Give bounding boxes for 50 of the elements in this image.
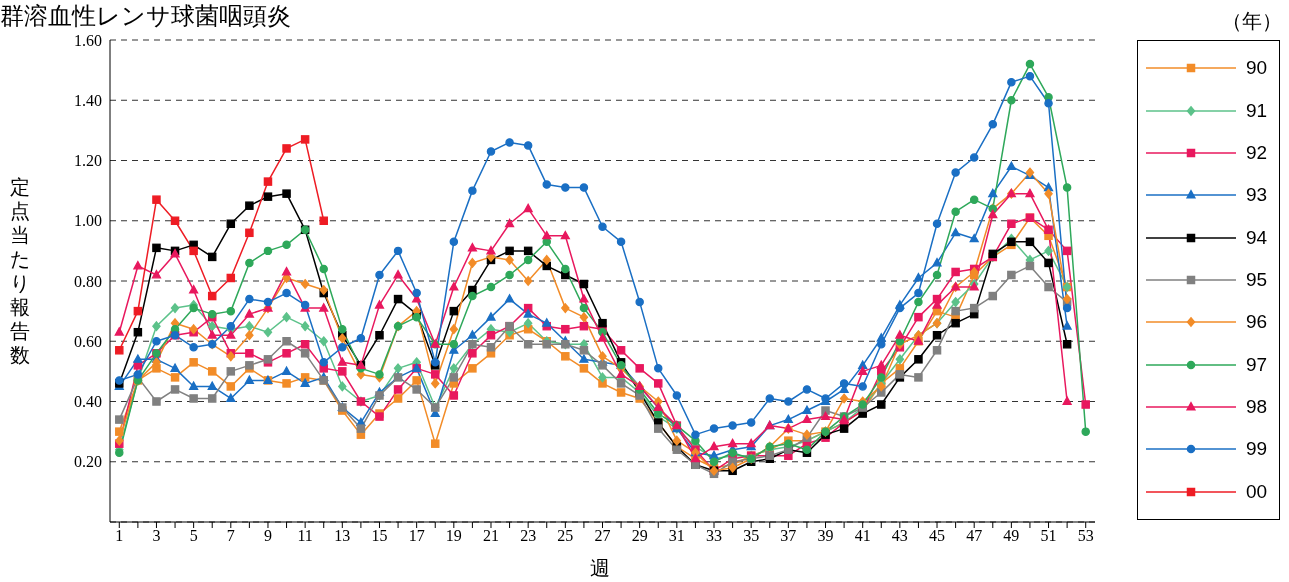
y-tick-label: 0.80 <box>74 272 102 290</box>
x-tick-label: 27 <box>594 527 611 545</box>
legend-label: 99 <box>1246 438 1268 461</box>
y-tick-label: 0.60 <box>74 332 102 350</box>
legend-label: 94 <box>1246 226 1268 249</box>
x-tick-label: 11 <box>297 527 313 545</box>
x-tick-label: 23 <box>520 527 537 545</box>
x-tick-label: 47 <box>966 527 983 545</box>
x-tick-label: 33 <box>706 527 723 545</box>
y-tick-label: 1.40 <box>74 91 102 109</box>
y-tick-label: 1.20 <box>74 152 102 170</box>
legend-label: 90 <box>1246 57 1268 80</box>
x-tick-label: 19 <box>445 527 462 545</box>
y-tick-label: 0.40 <box>74 393 102 411</box>
x-tick-label: 13 <box>334 527 351 545</box>
legend-label: 97 <box>1246 353 1268 376</box>
x-tick-label: 53 <box>1077 527 1094 545</box>
x-tick-label: 21 <box>482 527 499 545</box>
x-tick-label: 31 <box>668 527 685 545</box>
x-tick-label: 29 <box>631 527 648 545</box>
x-tick-label: 45 <box>929 527 946 545</box>
legend-label: 95 <box>1246 268 1268 291</box>
x-tick-label: 25 <box>557 527 574 545</box>
y-tick-label: 1.60 <box>74 31 102 49</box>
legend-label: 92 <box>1246 141 1268 164</box>
x-tick-label: 17 <box>408 527 425 545</box>
x-tick-label: 51 <box>1040 527 1057 545</box>
x-tick-label: 43 <box>891 527 908 545</box>
y-axis-title: 定点当たり報告数 <box>9 175 31 367</box>
legend-label: 93 <box>1246 184 1268 207</box>
x-tick-label: 7 <box>226 527 235 545</box>
x-tick-label: 35 <box>743 527 760 545</box>
x-axis-title: 週 <box>590 556 610 581</box>
x-tick-label: 5 <box>189 527 198 545</box>
x-tick-label: 9 <box>263 527 272 545</box>
legend-label: 00 <box>1246 480 1268 503</box>
x-tick-label: 39 <box>817 527 834 545</box>
legend-label: 96 <box>1246 311 1268 334</box>
x-tick-label: 41 <box>854 527 871 545</box>
y-tick-label: 0.20 <box>74 453 102 471</box>
x-tick-label: 3 <box>152 527 161 545</box>
x-tick-label: 49 <box>1003 527 1020 545</box>
x-tick-label: 15 <box>371 527 388 545</box>
x-tick-label: 37 <box>780 527 797 545</box>
legend-label: 98 <box>1246 396 1268 419</box>
chart-title: 群溶血性レンサ球菌咽頭炎 <box>0 1 291 31</box>
y-tick-label: 1.00 <box>74 212 102 230</box>
x-tick-label: 1 <box>115 527 124 545</box>
legend-label: 91 <box>1246 99 1268 122</box>
legend-title: （年） <box>1222 9 1282 34</box>
